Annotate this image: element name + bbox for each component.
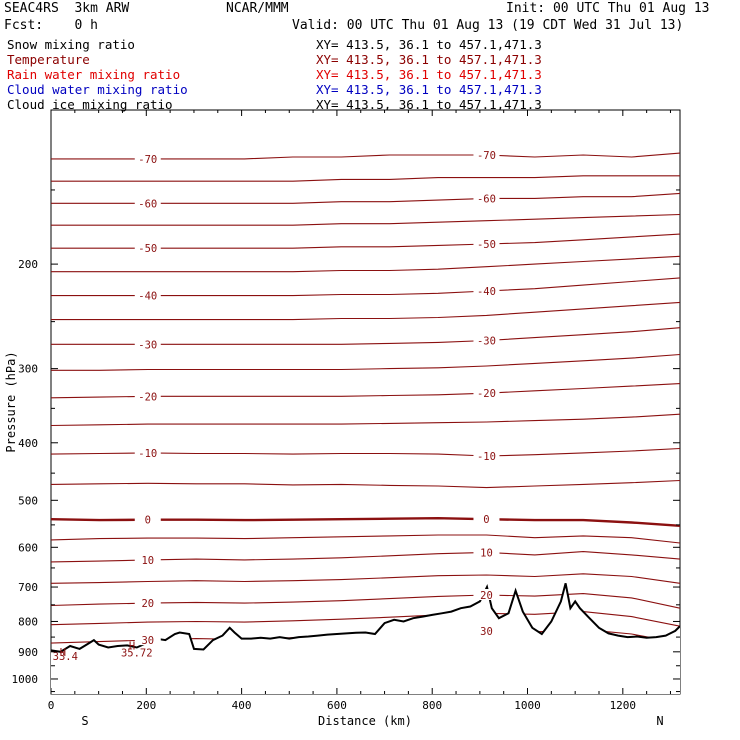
contour-label-bg: [473, 449, 500, 461]
contour-label: -10: [138, 448, 157, 460]
contour-label: 20: [141, 598, 154, 610]
contour-label: -60: [138, 198, 157, 210]
field-xy: XY= 413.5, 36.1 to 457.1,471.3: [316, 37, 542, 52]
contour-label: -20: [138, 391, 157, 403]
contour-label-bg: [134, 634, 161, 646]
x-axis-label: Distance (km): [318, 714, 412, 728]
x-tick-label: 400: [232, 699, 252, 712]
y-tick-label: 200: [18, 258, 38, 271]
temperature-contour: [51, 175, 680, 182]
field-name: Temperature: [7, 52, 90, 67]
y-tick-label: 400: [18, 437, 38, 450]
y-tick-label: 300: [18, 363, 38, 376]
contour-label-bg: [473, 149, 500, 161]
contour-label: 10: [141, 555, 154, 567]
x-tick-label: 1000: [514, 699, 541, 712]
contour-label: -40: [138, 291, 157, 303]
contour-label: 30: [141, 635, 154, 647]
contour-label-bg: [473, 589, 500, 601]
field-xy: XY= 413.5, 36.1 to 457.1,471.3: [316, 52, 542, 67]
temperature-contour: [51, 353, 680, 371]
contour-label-bg: [134, 553, 161, 565]
y-tick-label: 800: [18, 615, 38, 628]
field-xy: XY= 413.5, 36.1 to 457.1,471.3: [316, 97, 542, 112]
temperature-contour: [51, 213, 680, 226]
y-axis-label: Pressure (hPa): [4, 351, 18, 452]
field-name: Rain water mixing ratio: [7, 67, 181, 82]
contour-label-bg: [134, 289, 161, 301]
y-tick-label: 500: [18, 494, 38, 507]
x-axis: 0 200 400 600 800 1000 1200: [48, 110, 671, 712]
temperature-contour: [51, 534, 680, 544]
temperature-contour: [51, 479, 680, 489]
contour-labels: -70 -70 -60 -60 -50 -50 -40 -40 -30 -30 -20 -20 -10 -…: [134, 149, 500, 647]
annotation-label: H: [60, 647, 66, 659]
temperature-contour: [51, 255, 680, 273]
contour-label: -50: [477, 239, 496, 251]
contour-label: 0: [145, 515, 151, 527]
contour-label: -70: [138, 154, 157, 166]
field-xy: XY= 413.5, 36.1 to 457.1,471.3: [316, 67, 542, 82]
y-tick-label: 600: [18, 541, 38, 554]
contour-label-bg: [473, 285, 500, 297]
valid-time: Valid: 00 UTC Thu 01 Aug 13 (19 CDT Wed …: [292, 18, 684, 33]
contour-label: 30: [480, 626, 493, 638]
temperature-contour: [51, 573, 680, 584]
temperature-contour: [51, 301, 680, 321]
contour-label: -20: [477, 388, 496, 400]
x-tick-label: 200: [136, 699, 156, 712]
contour-label: 20: [480, 590, 493, 602]
forecast-hour: Fcst: 0 h: [4, 18, 98, 33]
contour-label: -40: [477, 286, 496, 298]
contour-label-bg: [134, 242, 161, 254]
contour-label: -30: [477, 336, 496, 348]
contour-label: 10: [480, 547, 493, 559]
south-label: S: [81, 714, 88, 728]
contour-label-bg: [473, 513, 500, 525]
x-tick-label: 1200: [610, 699, 637, 712]
contour-label: -60: [477, 193, 496, 205]
init-time: Init: 00 UTC Thu 01 Aug 13: [506, 1, 710, 16]
north-label: N: [656, 714, 663, 728]
annotation-label: 35.72: [121, 648, 153, 660]
contour-label-bg: [134, 446, 161, 458]
annotation-label: 33.4: [53, 651, 78, 663]
y-tick-label: 900: [18, 646, 38, 659]
y-tick-label: 700: [18, 581, 38, 594]
annotation-label: H: [129, 640, 135, 652]
contour-label-bg: [473, 334, 500, 346]
contour-label-bg: [473, 624, 500, 636]
contour-label-bg: [134, 390, 161, 402]
x-tick-label: 600: [327, 699, 347, 712]
contour-label-bg: [134, 197, 161, 209]
contour-label-bg: [134, 513, 161, 525]
contour-label: -30: [138, 339, 157, 351]
x-tick-label: 800: [422, 699, 442, 712]
contour-label: -10: [477, 451, 496, 463]
terrain-fill: [51, 583, 680, 694]
contour-label-bg: [134, 152, 161, 164]
center-title: NCAR/MMM: [226, 1, 289, 16]
field-name: Snow mixing ratio: [7, 37, 135, 52]
contour-label-bg: [473, 387, 500, 399]
contour-label: 0: [483, 514, 489, 526]
contour-label-bg: [134, 597, 161, 609]
contour-label-bg: [473, 192, 500, 204]
field-name: Cloud water mixing ratio: [7, 82, 188, 97]
contour-label: -70: [477, 150, 496, 162]
x-tick-label: 0: [48, 699, 55, 712]
contour-label-bg: [473, 546, 500, 558]
y-tick-label: 1000: [12, 673, 39, 686]
contour-label: -50: [138, 243, 157, 255]
temperature-contour: [51, 413, 680, 427]
field-name: Cloud ice mixing ratio: [7, 97, 173, 112]
contour-label-bg: [134, 338, 161, 350]
field-xy: XY= 413.5, 36.1 to 457.1,471.3: [316, 82, 542, 97]
model-title: SEAC4RS 3km ARW: [4, 1, 130, 16]
contour-label-bg: [473, 238, 500, 250]
